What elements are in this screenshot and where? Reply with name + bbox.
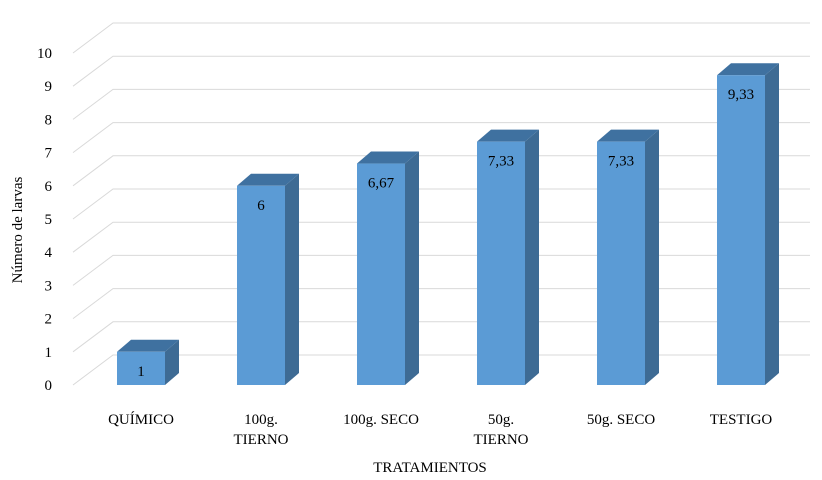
data-label: 7,33 — [608, 154, 634, 170]
y-tick-label: 9 — [45, 79, 53, 95]
y-tick-label: 5 — [45, 212, 53, 228]
bar-front — [237, 185, 285, 385]
bar-top — [357, 151, 419, 164]
y-tick-label: 3 — [45, 278, 53, 294]
x-axis-categories: QUÍMICO 100g. TIERNO 100g. SECO 50g. TIERNO 50… — [108, 411, 772, 448]
gridline — [72, 354, 810, 386]
bar-side — [285, 173, 299, 385]
y-tick-label: 4 — [45, 245, 53, 261]
data-label: 1 — [137, 364, 145, 380]
y-tick-label: 2 — [45, 312, 53, 328]
x-tick-label: 50g. SECO — [587, 412, 656, 428]
bar — [117, 339, 179, 385]
data-label: 7,33 — [488, 154, 514, 170]
bar-top — [237, 173, 299, 186]
bar-top — [717, 63, 779, 76]
bar-side — [525, 129, 539, 385]
bar-front — [477, 141, 525, 385]
bar — [717, 63, 779, 386]
bar-front — [597, 141, 645, 385]
data-labels: 1 6 6,67 7,33 7,33 9,33 — [137, 87, 754, 380]
gridline — [72, 288, 810, 319]
y-tick-label: 10 — [37, 46, 52, 62]
x-tick-label: 100g. TIERNO — [234, 412, 289, 448]
gridline — [72, 188, 810, 220]
bar-side — [765, 63, 779, 386]
x-tick-label: QUÍMICO — [108, 411, 174, 428]
bar — [237, 173, 299, 385]
bar-side — [405, 151, 419, 385]
gridline — [72, 221, 810, 253]
y-tick-label: 1 — [45, 345, 53, 361]
y-tick-label: 0 — [45, 378, 53, 394]
gridline — [72, 155, 810, 187]
bar — [597, 129, 659, 385]
bar-top — [597, 129, 659, 142]
bar-front — [357, 163, 405, 385]
y-tick-label: 8 — [45, 112, 53, 128]
data-label: 6 — [257, 198, 265, 214]
gridline — [72, 122, 810, 153]
y-axis-ticks: 0 1 2 3 4 5 6 7 8 9 10 — [37, 46, 53, 394]
gridline — [72, 22, 810, 54]
bar — [357, 151, 419, 385]
gridline — [72, 88, 810, 120]
bar-front — [717, 75, 765, 385]
x-tick-label: TESTIGO — [710, 412, 773, 428]
bar-front — [117, 351, 165, 385]
bar-top — [117, 339, 179, 352]
bar-side — [165, 339, 179, 385]
gridline — [72, 321, 810, 353]
bar-side — [645, 129, 659, 385]
y-tick-label: 7 — [45, 146, 53, 162]
gridline — [72, 254, 810, 286]
x-tick-label: 100g. SECO — [343, 412, 419, 428]
bar-top — [477, 129, 539, 142]
x-tick-label: 50g. TIERNO — [474, 412, 529, 448]
y-axis-title: Número de larvas — [10, 177, 26, 284]
data-label: 9,33 — [728, 87, 754, 103]
bars — [117, 63, 779, 386]
gridline — [72, 55, 810, 87]
data-label: 6,67 — [368, 176, 395, 192]
y-tick-label: 6 — [45, 179, 53, 195]
gridlines — [72, 22, 810, 386]
bar — [477, 129, 539, 385]
x-axis-title: TRATAMIENTOS — [373, 460, 487, 476]
